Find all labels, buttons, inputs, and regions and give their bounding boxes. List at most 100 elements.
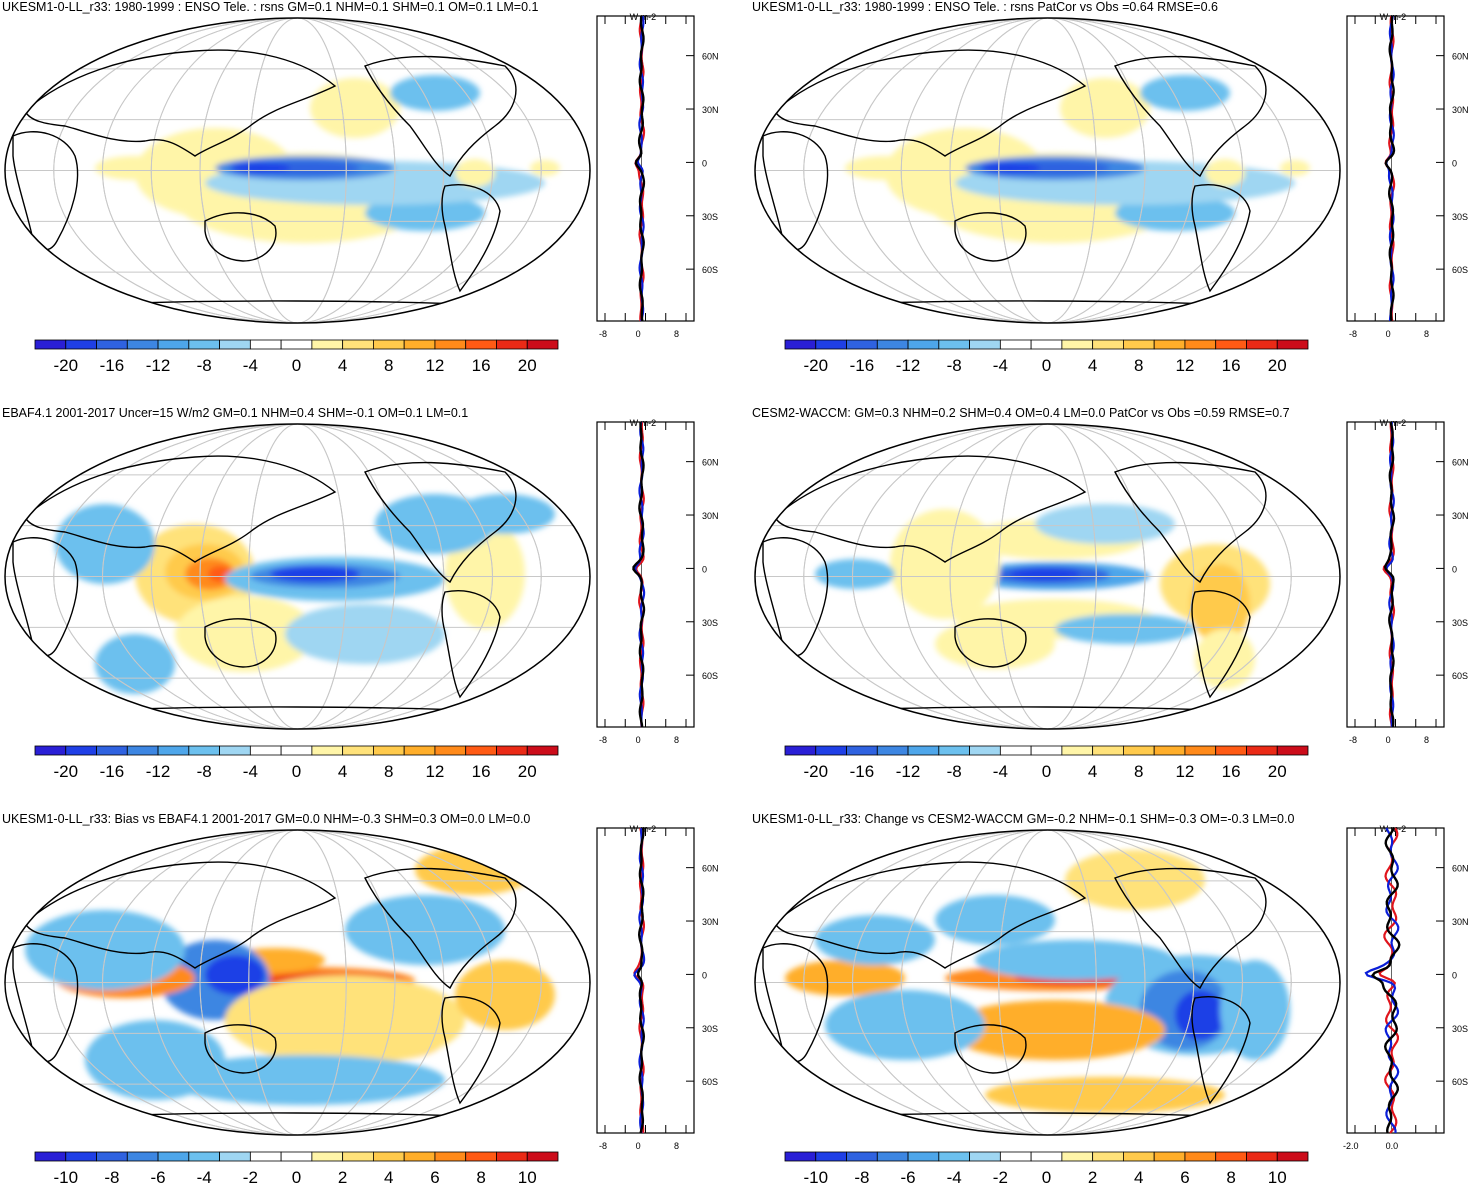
coastline [774,455,1087,563]
colorbar-cell [403,745,436,756]
colorbar-cell [1246,745,1278,756]
colorbar-label: 0 [292,1168,301,1187]
colorbar-label: 10 [1268,1168,1287,1187]
coastline [441,996,501,1105]
colorbar-cell [126,339,159,350]
map-panel: UKESM1-0-LL_r33: 1980-1999 : ENSO Tele. … [750,0,1483,375]
colorbar-label: -8 [197,356,212,375]
colorbar-cell [188,745,220,756]
anomaly-region [1065,850,1205,910]
colorbar-cell [342,745,374,756]
colorbar-cell [846,745,878,756]
colorbar-label: -4 [197,1168,212,1187]
colorbar-label: -4 [243,356,258,375]
zonal-curve-mean [636,827,646,1134]
zonal-x-tick-label: 0 [636,1141,641,1151]
colorbar-label: -12 [896,356,921,375]
coastline [24,455,337,563]
colorbar-cell [1153,745,1186,756]
anomaly-region [1205,159,1245,187]
colorbar-cell [938,745,970,756]
colorbar-label: 0 [292,356,301,375]
colorbar-label: 4 [1134,1168,1143,1187]
coastline [774,861,1087,969]
map-field [5,424,590,729]
map-border [754,829,1341,1136]
zonal-x-tick-label: -8 [599,329,607,339]
colorbar-label: 4 [1088,762,1097,781]
latitude-label: 0 [702,564,707,574]
latitude-label: 30N [702,511,719,521]
coastline [364,461,517,584]
colorbar-label: 4 [1088,356,1097,375]
colorbar-label: 8 [1134,356,1143,375]
colorbar-cell [1030,745,1063,756]
map-panel: EBAF4.1 2001-2017 Uncer=15 W/m2 GM=0.1 N… [0,406,733,781]
anomaly-region [1035,504,1175,544]
colorbar-label: 16 [472,356,491,375]
zonal-mean-axes [1346,421,1445,728]
colorbar-cell [876,1151,909,1162]
anomaly-region [285,604,445,664]
colorbar-label: -4 [993,762,1008,781]
coastline [441,590,501,699]
zonal-x-tick-label: 8 [1424,735,1429,745]
colorbar-cell [465,745,497,756]
colorbar-label: -10 [53,1168,78,1187]
colorbar-cell [311,339,344,350]
colorbar-cell [1184,1151,1217,1162]
colorbar-cell [34,1151,67,1162]
zonal-mean-axes [596,827,695,1134]
anomaly-region [95,634,175,694]
colorbar-cell [526,745,559,756]
colorbar-cell [311,745,344,756]
colorbar-cell [1061,1151,1094,1162]
latitude-label: 30S [702,1024,718,1034]
colorbar-label: -20 [53,762,78,781]
colorbar-label: 0 [292,762,301,781]
latitude-label: 60S [702,671,718,681]
colorbar-cell [96,1151,128,1162]
anomaly-region [1010,568,1080,580]
anomaly-region [1060,78,1150,138]
colorbar-label: -8 [947,356,962,375]
colorbar-cell [1092,1151,1124,1162]
zonal-curve-model [1364,827,1400,1133]
zonal-curve-mean [1384,15,1396,322]
colorbar-cell [126,745,159,756]
colorbar-cell [96,339,128,350]
coastline [441,184,501,293]
colorbar-label: 8 [1134,762,1143,781]
colorbar-cell [815,1151,847,1162]
coastline [204,618,277,668]
colorbar-cell [249,1151,282,1162]
colorbar-label: 4 [338,356,347,375]
colorbar-cell [1092,745,1124,756]
colorbar-cell [188,1151,220,1162]
latitude-label: 60S [1452,1077,1468,1087]
colorbar-cell [249,745,282,756]
colorbar-cell [342,1151,374,1162]
anomaly-region [345,895,505,965]
coastline [954,618,1027,668]
anomaly-region [1190,564,1250,644]
map-field [755,18,1340,323]
zonal-x-tick-label: 0 [1386,735,1391,745]
map-border [754,17,1341,324]
colorbar-label: -16 [100,762,125,781]
colorbar-label: -8 [854,1168,869,1187]
zonal-x-tick-label: -2.0 [1343,1141,1359,1151]
colorbar-cell [1276,745,1309,756]
colorbar-cell [846,339,878,350]
latitude-label: 0 [702,970,707,980]
zonal-curve-obs [1378,827,1399,1134]
latitude-label: 30N [1452,917,1469,927]
colorbar-label: -10 [803,1168,828,1187]
zonal-curve-mean [1370,827,1401,1134]
latitude-label: 60N [1452,458,1469,468]
colorbar-label: -8 [104,1168,119,1187]
colorbar-label: 2 [338,1168,347,1187]
colorbar-cell [1153,339,1186,350]
coastline [774,49,1087,157]
